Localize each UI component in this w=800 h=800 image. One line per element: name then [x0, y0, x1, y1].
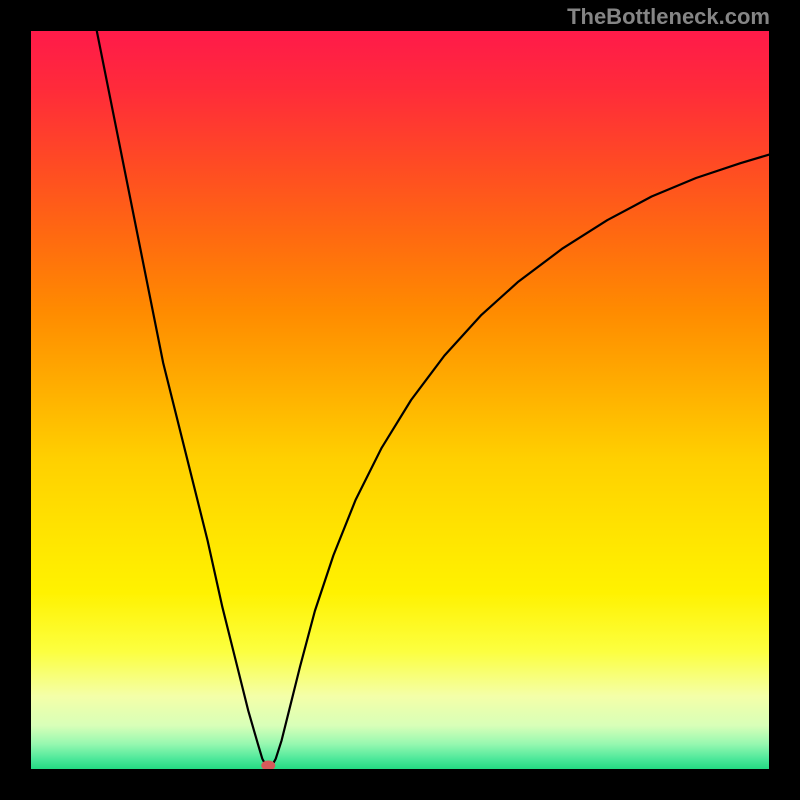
bottleneck-chart: [0, 0, 800, 800]
gradient-background: [30, 30, 770, 770]
watermark-text: TheBottleneck.com: [567, 4, 770, 30]
